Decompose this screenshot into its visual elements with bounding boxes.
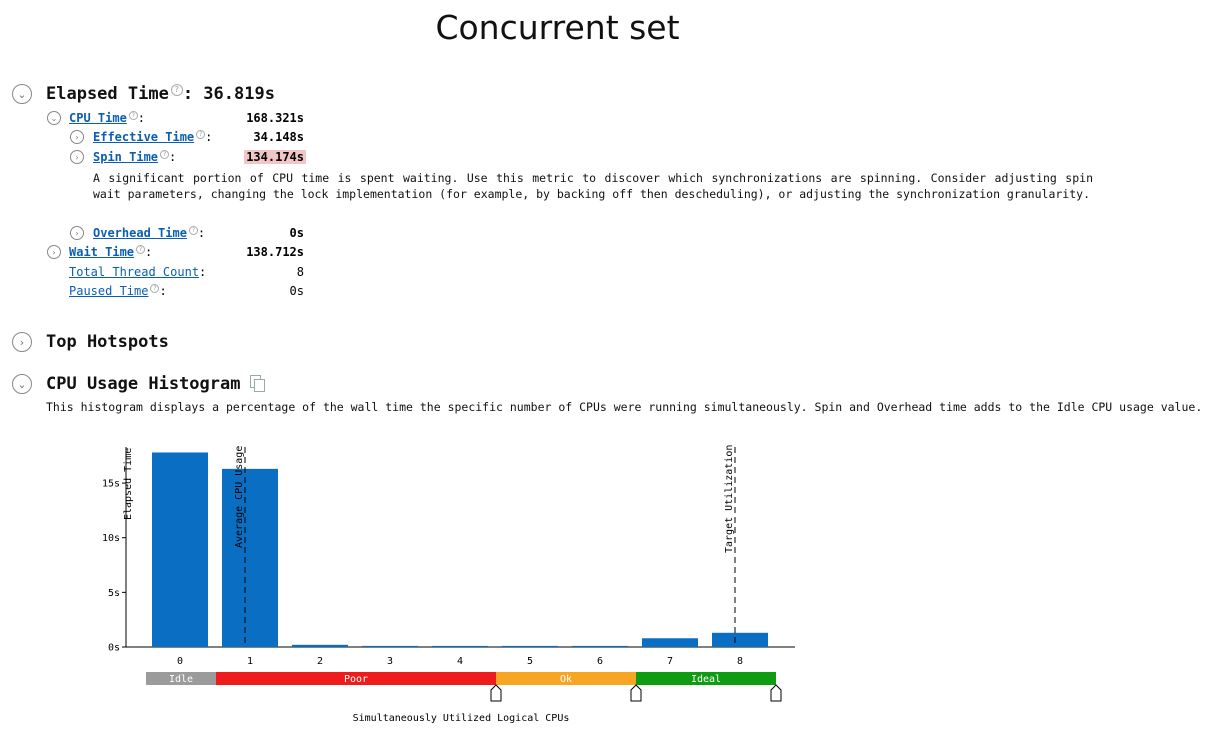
expand-effective-time-icon[interactable]: ›	[70, 130, 84, 144]
overhead-time-link[interactable]: Overhead Time	[93, 226, 187, 240]
effective-time-value: 34.148s	[253, 130, 304, 144]
paused-time-value: 0s	[289, 284, 304, 298]
zone-label: Idle	[169, 674, 193, 685]
help-icon[interactable]: ?	[170, 84, 183, 96]
thread-count-value: 8	[296, 265, 304, 279]
wait-time-value: 138.712s	[246, 245, 304, 259]
elapsed-time-heading: Elapsed Time?: 36.819s	[46, 84, 275, 104]
wait-time-link[interactable]: Wait Time	[69, 245, 135, 259]
zone-handle-icon	[490, 684, 502, 702]
colon: :	[197, 226, 206, 240]
histogram-bar	[712, 632, 768, 647]
x-tick-label: 6	[597, 656, 603, 667]
histogram-bar	[502, 645, 558, 647]
colon: :	[199, 265, 207, 279]
paused-time-link[interactable]: Paused Time	[69, 284, 149, 298]
spin-time-value: 134.174s	[244, 150, 306, 164]
marker-label: Target Utilization	[724, 445, 735, 553]
copy-icon[interactable]	[250, 375, 266, 393]
x-tick-label: 2	[317, 656, 323, 667]
zone-label: Poor	[344, 674, 368, 685]
spin-time-description: A significant portion of CPU time is spe…	[93, 171, 1093, 201]
histogram-description: This histogram displays a percentage of …	[46, 400, 1203, 414]
colon: :	[145, 245, 153, 259]
utilization-zone	[636, 672, 776, 685]
expand-wait-time-icon[interactable]: ›	[47, 245, 61, 259]
utilization-zone	[146, 672, 216, 685]
help-icon[interactable]: ?	[188, 226, 198, 235]
zone-label: Ideal	[691, 674, 721, 685]
elapsed-time-value: : 36.819s	[182, 84, 275, 104]
x-tick-label: 4	[457, 656, 463, 667]
x-tick-label: 5	[527, 656, 533, 667]
histogram-bar	[292, 644, 348, 647]
cpu-time-row: CPU Time?:	[69, 111, 145, 125]
spin-time-link[interactable]: Spin Time	[93, 150, 159, 164]
colon: :	[205, 130, 213, 144]
spin-time-value-cell: 134.174s	[186, 150, 306, 164]
expand-top-hotspots-icon[interactable]: ›	[12, 332, 32, 352]
x-tick-label: 0	[177, 656, 183, 667]
paused-time-row: Paused Time?:	[69, 284, 167, 298]
x-tick-label: 8	[737, 656, 743, 667]
cpu-time-link[interactable]: CPU Time	[69, 111, 127, 125]
help-icon[interactable]: ?	[150, 284, 160, 293]
help-icon[interactable]: ?	[160, 150, 170, 159]
histogram-bar	[222, 468, 278, 647]
x-tick-label: 1	[247, 656, 253, 667]
top-hotspots-heading[interactable]: Top Hotspots	[46, 332, 169, 352]
x-tick-label: 3	[387, 656, 393, 667]
help-icon[interactable]: ?	[136, 245, 146, 254]
colon: :	[137, 111, 146, 125]
cpu-time-value: 168.321s	[246, 111, 304, 125]
histogram-heading: CPU Usage Histogram	[46, 374, 266, 394]
thread-count-link[interactable]: Total Thread Count	[69, 265, 200, 279]
histogram-bar	[432, 645, 488, 647]
zone-label: Ok	[560, 674, 572, 685]
histogram-bar	[152, 452, 208, 647]
x-axis-label: Simultaneously Utilized Logical CPUs	[353, 713, 570, 724]
histogram-bar	[362, 645, 418, 647]
collapse-elapsed-icon[interactable]: ⌄	[12, 84, 32, 104]
page-title: Concurrent set	[435, 8, 680, 47]
spin-time-row: Spin Time?:	[93, 150, 176, 164]
marker-label: Average CPU Usage	[234, 446, 245, 548]
overhead-time-value: 0s	[289, 226, 304, 240]
effective-time-link[interactable]: Effective Time	[93, 130, 195, 144]
histogram-title: CPU Usage Histogram	[46, 374, 241, 394]
cpu-usage-histogram-chart: 0s 5s 10s 15s Elapsed Time 0 1 2 3 4 5 6 7 8 Average C…	[102, 445, 795, 724]
collapse-histogram-icon[interactable]: ⌄	[12, 374, 32, 394]
wait-time-row: Wait Time?:	[69, 245, 152, 259]
colon: :	[169, 150, 177, 164]
y-tick-label: 5s	[108, 588, 120, 599]
histogram-bar	[642, 638, 698, 647]
overhead-time-row: Overhead Time?:	[93, 226, 205, 240]
x-tick-label: 7	[667, 656, 673, 667]
help-icon[interactable]: ?	[128, 111, 138, 120]
zone-handle-icon	[770, 684, 782, 702]
y-axis-label: Elapsed Time	[123, 448, 134, 520]
effective-time-row: Effective Time?:	[93, 130, 212, 144]
elapsed-time-label: Elapsed Time	[46, 84, 169, 104]
histogram-bar	[572, 645, 628, 647]
utilization-zone	[216, 672, 496, 685]
y-tick-label: 0s	[108, 643, 120, 654]
collapse-cpu-time-icon[interactable]: ⌄	[47, 111, 61, 125]
expand-overhead-time-icon[interactable]: ›	[70, 226, 84, 240]
expand-spin-time-icon[interactable]: ›	[70, 150, 84, 164]
y-tick-label: 10s	[102, 533, 120, 544]
help-icon[interactable]: ?	[196, 130, 206, 139]
zone-handle-icon	[630, 684, 642, 702]
colon: :	[159, 284, 167, 298]
thread-count-row: Total Thread Count:	[69, 265, 206, 279]
utilization-zone	[496, 672, 636, 685]
y-tick-label: 15s	[102, 479, 120, 490]
